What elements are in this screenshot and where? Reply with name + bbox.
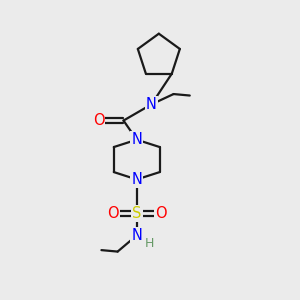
Text: S: S [132, 206, 141, 221]
Text: O: O [107, 206, 118, 221]
Text: O: O [155, 206, 167, 221]
Text: H: H [144, 237, 154, 250]
Text: O: O [93, 113, 104, 128]
Text: N: N [146, 97, 157, 112]
Text: N: N [131, 228, 142, 243]
Text: N: N [131, 132, 142, 147]
Text: N: N [131, 172, 142, 187]
